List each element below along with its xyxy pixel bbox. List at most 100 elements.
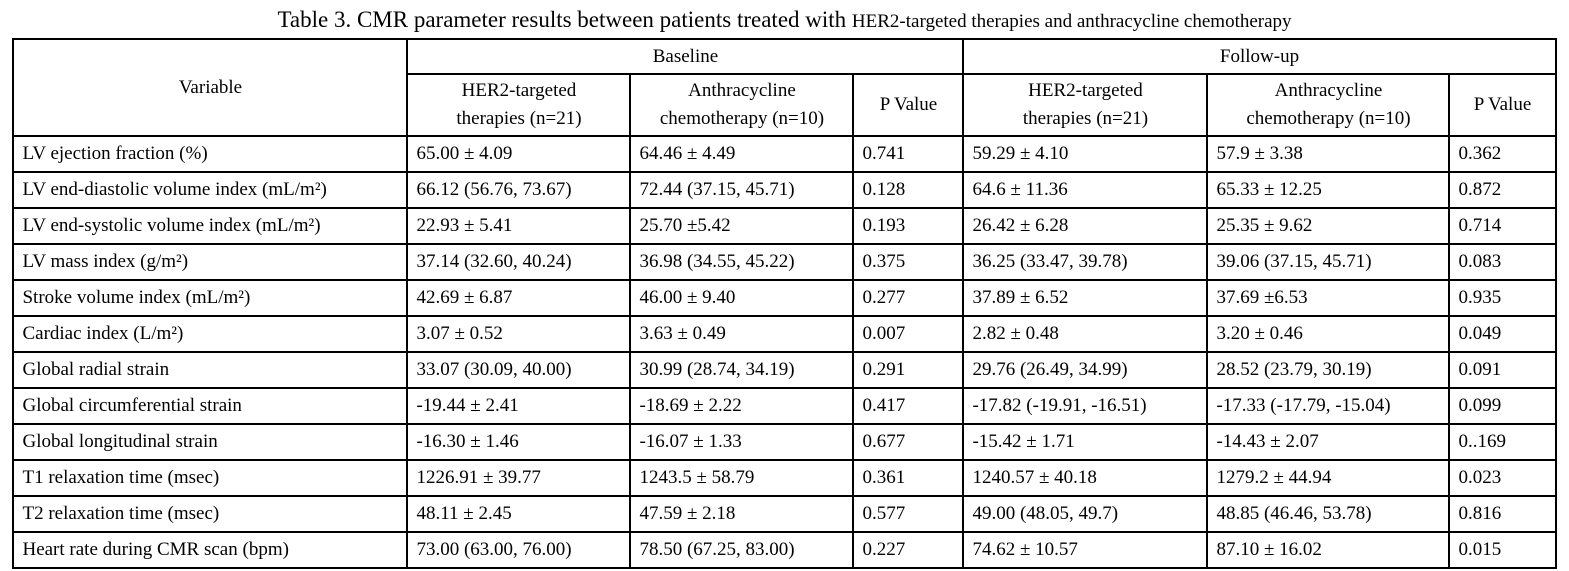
baseline-her2-value-cell: -19.44 ± 2.41 bbox=[406, 387, 632, 425]
followup-pvalue-cell: 0.015 bbox=[1448, 531, 1557, 569]
followup-her2-value-cell: -17.82 (-19.91, -16.51) bbox=[962, 387, 1209, 425]
followup-anthracycline-value-cell: 3.20 ± 0.46 bbox=[1206, 315, 1451, 353]
baseline-her2-value-cell: -16.30 ± 1.46 bbox=[406, 423, 632, 461]
baseline-anthracycline-value-cell: 72.44 (37.15, 45.71) bbox=[629, 171, 855, 209]
followup-her2-value-cell: 74.62 ± 10.57 bbox=[962, 531, 1209, 569]
baseline-her2-value-cell: 66.12 (56.76, 73.67) bbox=[406, 171, 632, 209]
followup-her2-value-cell: 49.00 (48.05, 49.7) bbox=[962, 495, 1209, 533]
baseline-anthracycline-value-cell: -16.07 ± 1.33 bbox=[629, 423, 855, 461]
followup-anthracycline-value-cell: 25.35 ± 9.62 bbox=[1206, 207, 1451, 245]
header-line-2: chemotherapy (n=10) bbox=[659, 108, 825, 129]
table-body: LV ejection fraction (%) 65.00 ± 4.09 64.4… bbox=[12, 135, 1557, 569]
baseline-anthracycline-value-cell: 47.59 ± 2.18 bbox=[629, 495, 855, 533]
followup-her2-value-cell: -15.42 ± 1.71 bbox=[962, 423, 1209, 461]
followup-pvalue-cell: 0.816 bbox=[1448, 495, 1557, 533]
baseline-pvalue-cell: 0.375 bbox=[852, 243, 965, 281]
baseline-anthracycline-value-cell: -18.69 ± 2.22 bbox=[629, 387, 855, 425]
followup-anthracycline-value-cell: 57.9 ± 3.38 bbox=[1206, 135, 1451, 173]
baseline-pvalue-cell: 0.291 bbox=[852, 351, 965, 389]
table-row: LV mass index (g/m²) 37.14 (32.60, 40.24)… bbox=[12, 243, 1557, 281]
baseline-anthracycline-value-cell: 46.00 ± 9.40 bbox=[629, 279, 855, 317]
table-caption-sub: HER2-targeted therapies and anthracyclin… bbox=[851, 11, 1292, 32]
table-row: Global longitudinal strain -16.30 ± 1.46-… bbox=[12, 423, 1557, 461]
baseline-anthracycline-value-cell: 1243.5 ± 58.79 bbox=[629, 459, 855, 497]
followup-pvalue-cell: 0..169 bbox=[1448, 423, 1557, 461]
followup-her2-value-cell: 29.76 (26.49, 34.99) bbox=[962, 351, 1209, 389]
baseline-pvalue-cell: 0.677 bbox=[852, 423, 965, 461]
followup-pvalue-column-header: P Value bbox=[1448, 73, 1557, 137]
baseline-pvalue-cell: 0.193 bbox=[852, 207, 965, 245]
followup-her2-value-cell: 59.29 ± 4.10 bbox=[962, 135, 1209, 173]
baseline-her2-value-cell: 33.07 (30.09, 40.00) bbox=[406, 351, 632, 389]
baseline-her2-value-cell: 48.11 ± 2.45 bbox=[406, 495, 632, 533]
followup-anthracycline-value-cell: -14.43 ± 2.07 bbox=[1206, 423, 1451, 461]
variable-cell: LV end-systolic volume index (mL/m²) bbox=[12, 207, 409, 245]
baseline-pvalue-cell: 0.128 bbox=[852, 171, 965, 209]
baseline-anthracycline-value-cell: 30.99 (28.74, 34.19) bbox=[629, 351, 855, 389]
variable-cell: Global circumferential strain bbox=[12, 387, 409, 425]
baseline-pvalue-cell: 0.361 bbox=[852, 459, 965, 497]
header-line-1: HER2-targeted bbox=[1028, 80, 1143, 102]
baseline-anthracycline-column-header: Anthracycline chemotherapy (n=10) bbox=[629, 73, 855, 137]
followup-her2-column-header: HER2-targeted therapies (n=21) bbox=[962, 73, 1209, 137]
baseline-pvalue-cell: 0.741 bbox=[852, 135, 965, 173]
baseline-group-header: Baseline bbox=[406, 38, 965, 75]
followup-her2-value-cell: 64.6 ± 11.36 bbox=[962, 171, 1209, 209]
followup-anthracycline-column-header: Anthracycline chemotherapy (n=10) bbox=[1206, 73, 1451, 137]
header-line-1: Anthracycline bbox=[1274, 80, 1383, 102]
baseline-pvalue-cell: 0.577 bbox=[852, 495, 965, 533]
baseline-pvalue-cell: 0.277 bbox=[852, 279, 965, 317]
baseline-her2-value-cell: 37.14 (32.60, 40.24) bbox=[406, 243, 632, 281]
followup-pvalue-cell: 0.099 bbox=[1448, 387, 1557, 425]
header-line-1: P Value bbox=[1473, 94, 1532, 116]
variable-cell: LV ejection fraction (%) bbox=[12, 135, 409, 173]
column-header-row: HER2-targeted therapies (n=21) Anthracyc… bbox=[13, 73, 1557, 137]
followup-pvalue-cell: 0.049 bbox=[1448, 315, 1557, 353]
followup-anthracycline-value-cell: 37.69 ±6.53 bbox=[1206, 279, 1451, 317]
followup-pvalue-cell: 0.023 bbox=[1448, 459, 1557, 497]
variable-cell: Global longitudinal strain bbox=[12, 423, 409, 461]
cmr-results-table: Variable Baseline Follow-up HER2-targete… bbox=[12, 38, 1557, 569]
followup-pvalue-cell: 0.872 bbox=[1448, 171, 1557, 209]
baseline-pvalue-column-header: P Value bbox=[852, 73, 965, 137]
followup-group-header: Follow-up bbox=[962, 38, 1557, 75]
variable-cell: Heart rate during CMR scan (bpm) bbox=[12, 531, 409, 569]
baseline-her2-value-cell: 65.00 ± 4.09 bbox=[406, 135, 632, 173]
variable-cell: T2 relaxation time (msec) bbox=[12, 495, 409, 533]
baseline-pvalue-cell: 0.417 bbox=[852, 387, 965, 425]
baseline-anthracycline-value-cell: 78.50 (67.25, 83.00) bbox=[629, 531, 855, 569]
variable-cell: LV mass index (g/m²) bbox=[12, 243, 409, 281]
baseline-her2-column-header: HER2-targeted therapies (n=21) bbox=[406, 73, 632, 137]
header-line-2: therapies (n=21) bbox=[1022, 108, 1149, 129]
table-row: Global circumferential strain -19.44 ± 2.… bbox=[12, 387, 1557, 425]
followup-pvalue-cell: 0.091 bbox=[1448, 351, 1557, 389]
baseline-her2-value-cell: 42.69 ± 6.87 bbox=[406, 279, 632, 317]
header-line-2: chemotherapy (n=10) bbox=[1246, 108, 1411, 129]
variable-cell: Global radial strain bbox=[12, 351, 409, 389]
baseline-her2-value-cell: 1226.91 ± 39.77 bbox=[406, 459, 632, 497]
baseline-pvalue-cell: 0.007 bbox=[852, 315, 965, 353]
followup-her2-value-cell: 26.42 ± 6.28 bbox=[962, 207, 1209, 245]
baseline-anthracycline-value-cell: 64.46 ± 4.49 bbox=[629, 135, 855, 173]
variable-cell: T1 relaxation time (msec) bbox=[12, 459, 409, 497]
followup-her2-value-cell: 2.82 ± 0.48 bbox=[962, 315, 1209, 353]
table-caption-main: Table 3. CMR parameter results between p… bbox=[277, 7, 852, 32]
followup-her2-value-cell: 37.89 ± 6.52 bbox=[962, 279, 1209, 317]
followup-anthracycline-value-cell: 39.06 (37.15, 45.71) bbox=[1206, 243, 1451, 281]
table-row: Heart rate during CMR scan (bpm) 73.00 (6… bbox=[12, 531, 1557, 569]
baseline-her2-value-cell: 73.00 (63.00, 76.00) bbox=[406, 531, 632, 569]
followup-anthracycline-value-cell: -17.33 (-17.79, -15.04) bbox=[1206, 387, 1451, 425]
followup-pvalue-cell: 0.083 bbox=[1448, 243, 1557, 281]
followup-pvalue-cell: 0.362 bbox=[1448, 135, 1557, 173]
table-row: Cardiac index (L/m²) 3.07 ± 0.52 3.63 ± 0.… bbox=[12, 315, 1557, 353]
table-row: LV ejection fraction (%) 65.00 ± 4.09 64.4… bbox=[12, 135, 1557, 173]
followup-anthracycline-value-cell: 28.52 (23.79, 30.19) bbox=[1206, 351, 1451, 389]
baseline-anthracycline-value-cell: 3.63 ± 0.49 bbox=[629, 315, 855, 353]
followup-her2-value-cell: 36.25 (33.47, 39.78) bbox=[962, 243, 1209, 281]
table-row: LV end-diastolic volume index (mL/m²) 66.… bbox=[12, 171, 1557, 209]
table-row: LV end-systolic volume index (mL/m²) 22.9… bbox=[12, 207, 1557, 245]
baseline-her2-value-cell: 3.07 ± 0.52 bbox=[406, 315, 632, 353]
followup-pvalue-cell: 0.714 bbox=[1448, 207, 1557, 245]
followup-her2-value-cell: 1240.57 ± 40.18 bbox=[962, 459, 1209, 497]
